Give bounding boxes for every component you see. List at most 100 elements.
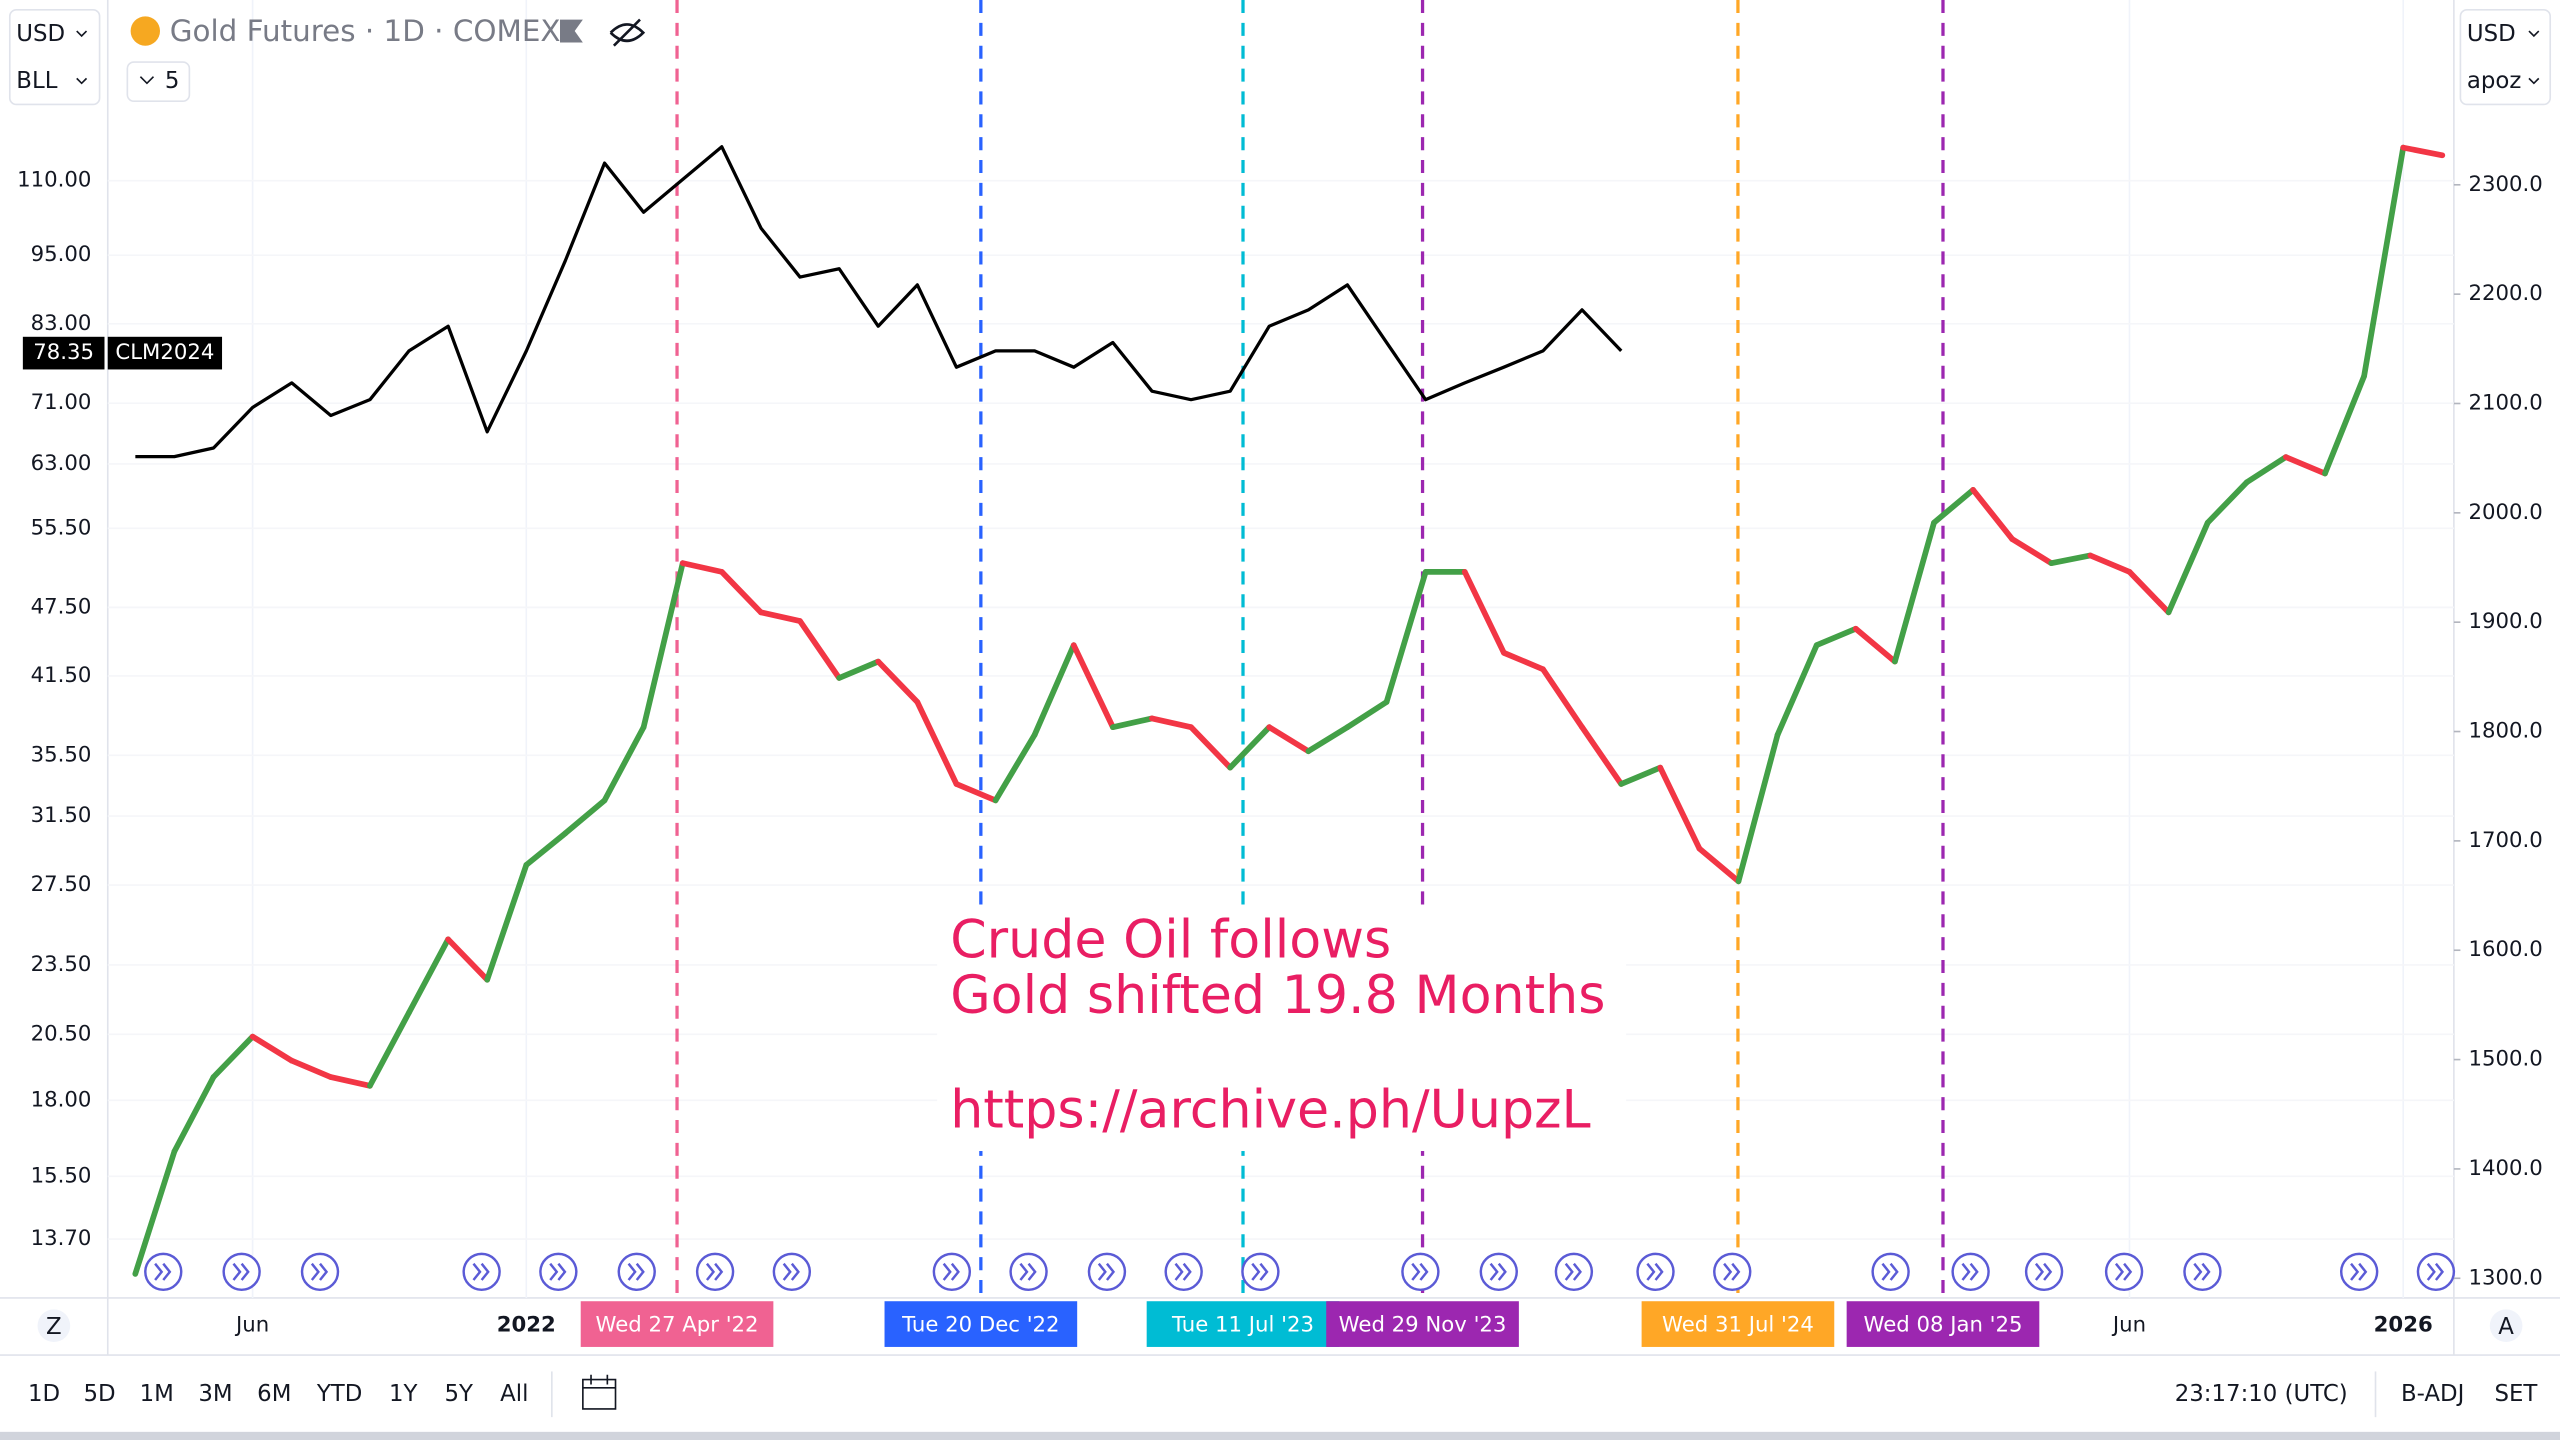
price-segment xyxy=(1109,715,1155,731)
price-segment xyxy=(1696,845,1742,885)
range-button[interactable]: 6M xyxy=(257,1381,291,1407)
event-icon[interactable] xyxy=(2104,1252,2144,1292)
event-icon[interactable] xyxy=(1636,1252,1675,1292)
event-icon[interactable] xyxy=(1554,1252,1594,1292)
y2-tick-label: 2000.0 xyxy=(2469,500,2543,525)
left-unit[interactable]: BLL xyxy=(16,68,57,94)
settlement-button[interactable]: SET xyxy=(2494,1381,2538,1407)
event-icon[interactable] xyxy=(539,1252,578,1292)
y-tick-label: 110.00 xyxy=(17,168,91,193)
price-segment xyxy=(445,936,491,983)
event-icon-arrow xyxy=(1564,1262,1582,1281)
price-line xyxy=(135,145,1623,459)
right-unit[interactable]: apoz xyxy=(2467,68,2521,94)
event-icon[interactable] xyxy=(695,1252,735,1292)
range-button[interactable]: 1D xyxy=(28,1381,60,1407)
event-icon[interactable] xyxy=(1713,1252,1752,1292)
range-button[interactable]: All xyxy=(500,1381,528,1407)
event-icon[interactable] xyxy=(932,1252,972,1292)
price-segment xyxy=(1149,715,1194,731)
flag-icon[interactable] xyxy=(560,19,583,43)
range-button[interactable]: 5Y xyxy=(445,1381,474,1407)
event-icon[interactable] xyxy=(222,1252,261,1292)
date-range-icon[interactable] xyxy=(582,1374,617,1410)
left-scale-button[interactable]: Z xyxy=(46,1314,62,1340)
symbol-title[interactable]: Gold Futures · 1D · COMEX xyxy=(170,14,561,48)
event-icon[interactable] xyxy=(1241,1252,1280,1292)
indicator-toggle[interactable] xyxy=(126,61,191,103)
event-icon[interactable] xyxy=(1401,1252,1440,1292)
price-segment xyxy=(171,1074,217,1155)
y-tick-label: 35.50 xyxy=(31,742,92,767)
event-icon[interactable] xyxy=(617,1252,656,1292)
event-icon[interactable] xyxy=(1479,1252,1518,1292)
y-tick-label: 63.00 xyxy=(31,451,92,476)
y2-tick-label: 1400.0 xyxy=(2469,1156,2543,1181)
event-icon[interactable] xyxy=(300,1252,340,1292)
price-segment xyxy=(1344,699,1390,731)
price-segment xyxy=(1852,625,1898,665)
scale-button[interactable] xyxy=(37,1309,71,1343)
y-tick-label: 27.50 xyxy=(31,872,92,897)
y-tick-label: 20.50 xyxy=(31,1021,92,1046)
event-icon[interactable] xyxy=(2340,1252,2379,1292)
event-icon[interactable] xyxy=(462,1252,501,1292)
event-icon-arrow xyxy=(782,1262,800,1281)
event-icon[interactable] xyxy=(2416,1252,2456,1292)
event-icon[interactable] xyxy=(1871,1252,1910,1292)
symbol-logo xyxy=(130,16,160,46)
price-segment xyxy=(1266,724,1312,755)
y-tick-label: 15.50 xyxy=(31,1163,92,1188)
price-segment xyxy=(1892,519,1937,665)
price-segment xyxy=(1305,724,1351,755)
price-segment xyxy=(992,731,1038,804)
x-tick-label: 2022 xyxy=(497,1313,556,1338)
event-label-bg xyxy=(1146,1301,1340,1347)
event-icon[interactable] xyxy=(772,1252,812,1292)
range-button[interactable]: 1Y xyxy=(389,1381,418,1407)
range-button[interactable]: 3M xyxy=(198,1381,232,1407)
event-icon[interactable] xyxy=(144,1252,183,1292)
range-button[interactable]: 1M xyxy=(140,1381,174,1407)
y2-tick-label: 2100.0 xyxy=(2469,390,2543,415)
range-button[interactable]: YTD xyxy=(316,1381,363,1407)
indicator-count[interactable]: 5 xyxy=(165,68,180,94)
right-currency[interactable]: USD xyxy=(2467,21,2516,47)
price-segment xyxy=(1931,487,1976,526)
event-icon-arrow xyxy=(1961,1262,1979,1281)
event-icon[interactable] xyxy=(1164,1252,1203,1292)
event-icon[interactable] xyxy=(2183,1252,2222,1292)
right-scale-button[interactable]: A xyxy=(2498,1314,2514,1340)
event-label: Wed 31 Jul '24 xyxy=(1662,1313,1814,1338)
event-icon[interactable] xyxy=(2024,1252,2064,1292)
event-icon[interactable] xyxy=(1951,1252,1990,1292)
left-scale-box[interactable] xyxy=(8,8,101,106)
hide-icon[interactable] xyxy=(609,18,646,47)
left-currency[interactable]: USD xyxy=(16,21,65,47)
price-segment xyxy=(367,1009,412,1089)
bottom-strip xyxy=(0,1431,2560,1440)
event-icon[interactable] xyxy=(1009,1252,1048,1292)
scale-button[interactable] xyxy=(2489,1309,2523,1343)
price-segment xyxy=(2322,373,2367,477)
price-segment xyxy=(2048,552,2094,566)
price-segment xyxy=(836,658,882,681)
right-scale-box[interactable] xyxy=(2459,8,2552,106)
event-icon-arrow xyxy=(232,1262,250,1281)
y-tick-label: 55.50 xyxy=(31,515,92,540)
price-segment xyxy=(327,1074,373,1089)
price-segment xyxy=(1735,731,1781,885)
event-icon-arrow xyxy=(1251,1262,1269,1281)
event-icon[interactable] xyxy=(1087,1252,1127,1292)
event-icon-arrow xyxy=(2350,1262,2368,1281)
event-label: Wed 27 Apr '22 xyxy=(596,1313,759,1338)
y-tick-label: 31.50 xyxy=(31,803,92,828)
adjustment-button[interactable]: B-ADJ xyxy=(2401,1381,2464,1407)
range-button[interactable]: 5D xyxy=(84,1381,116,1407)
price-segment xyxy=(1188,724,1234,771)
event-icon-arrow xyxy=(2193,1262,2211,1281)
event-icon-arrow xyxy=(154,1262,172,1281)
event-icon-arrow xyxy=(472,1262,490,1281)
